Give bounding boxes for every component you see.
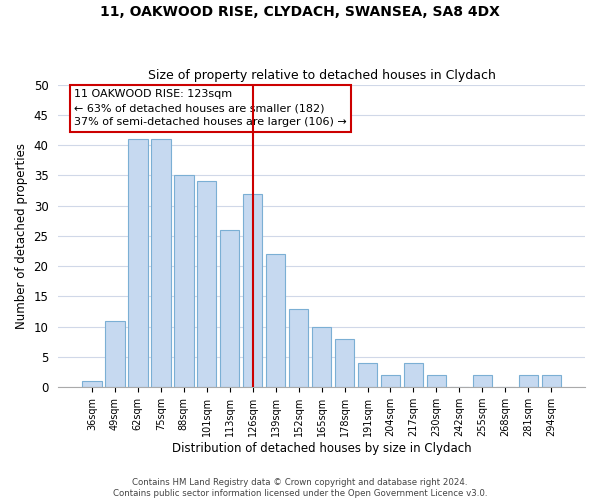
Bar [381,375,400,387]
Text: Contains HM Land Registry data © Crown copyright and database right 2024.
Contai: Contains HM Land Registry data © Crown c… [113,478,487,498]
Bar [518,375,538,387]
Text: 11 OAKWOOD RISE: 123sqm
← 63% of detached houses are smaller (182)
37% of semi-d: 11 OAKWOOD RISE: 123sqm ← 63% of detache… [74,89,347,127]
Bar [404,363,423,387]
Bar [542,375,561,387]
Bar [174,176,194,387]
Title: Size of property relative to detached houses in Clydach: Size of property relative to detached ho… [148,69,496,82]
Y-axis label: Number of detached properties: Number of detached properties [15,143,28,329]
Bar [128,139,148,387]
Bar [312,326,331,387]
Bar [197,182,217,387]
Bar [243,194,262,387]
Bar [105,320,125,387]
Bar [358,363,377,387]
Bar [151,139,170,387]
Bar [82,381,101,387]
Bar [220,230,239,387]
Bar [473,375,492,387]
Bar [266,254,286,387]
Bar [427,375,446,387]
Text: 11, OAKWOOD RISE, CLYDACH, SWANSEA, SA8 4DX: 11, OAKWOOD RISE, CLYDACH, SWANSEA, SA8 … [100,5,500,19]
Bar [289,308,308,387]
X-axis label: Distribution of detached houses by size in Clydach: Distribution of detached houses by size … [172,442,472,455]
Bar [335,339,355,387]
